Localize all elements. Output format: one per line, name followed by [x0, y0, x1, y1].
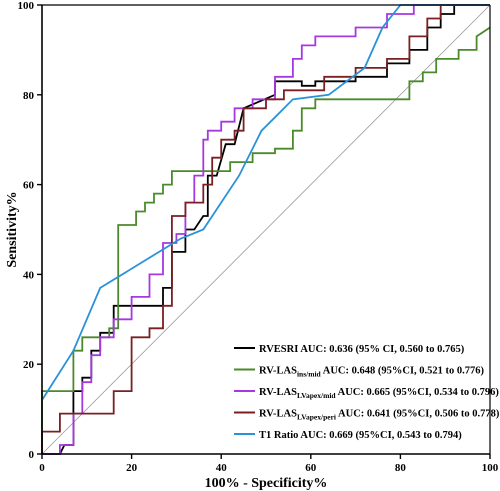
legend-label: RV-LASLVapex/mid AUC: 0.665 (95%CI, 0.53… — [259, 387, 499, 400]
y-tick-label: 20 — [23, 359, 35, 371]
legend-label: RVESRI AUC: 0.636 (95% CI, 0.560 to 0.76… — [259, 344, 465, 355]
x-tick-label: 40 — [216, 462, 228, 474]
legend-label: RV-LASins/mid AUC: 0.648 (95%CI, 0.521 t… — [259, 366, 485, 379]
series-line-2 — [41, 26, 491, 454]
y-tick-label: 60 — [23, 180, 35, 192]
y-tick-label: 80 — [23, 90, 35, 102]
y-axis-title: Sensitivity% — [5, 191, 20, 267]
series-line-3 — [42, 4, 490, 455]
series-line-4 — [41, 4, 490, 454]
y-tick-label: 40 — [23, 269, 35, 281]
x-tick-label: 0 — [39, 462, 45, 474]
series-line-5 — [41, 4, 490, 401]
x-ticks: 0 20 40 60 80 100 — [39, 454, 499, 474]
x-tick-label: 20 — [126, 462, 138, 474]
legend-label: T1 Ratio AUC: 0.669 (95%CI, 0.543 to 0.7… — [259, 430, 462, 441]
x-tick-label: 80 — [395, 462, 407, 474]
y-ticks: 0 20 40 60 80 100 — [18, 0, 42, 461]
reference-line — [41, 4, 491, 455]
y-tick-label: 0 — [29, 449, 35, 461]
y-tick-label: 100 — [18, 0, 35, 12]
legend: RVESRI AUC: 0.636 (95% CI, 0.560 to 0.76… — [234, 344, 500, 441]
legend-label: RV-LASLVapex/peri AUC: 0.641 (95%CI, 0.5… — [259, 409, 500, 422]
axes — [41, 4, 491, 455]
reference-diagonal — [41, 4, 491, 455]
series-layer — [41, 4, 491, 455]
x-tick-label: 100 — [482, 462, 499, 474]
x-tick-label: 60 — [305, 462, 317, 474]
x-axis-title: 100% - Specificity% — [205, 476, 328, 491]
